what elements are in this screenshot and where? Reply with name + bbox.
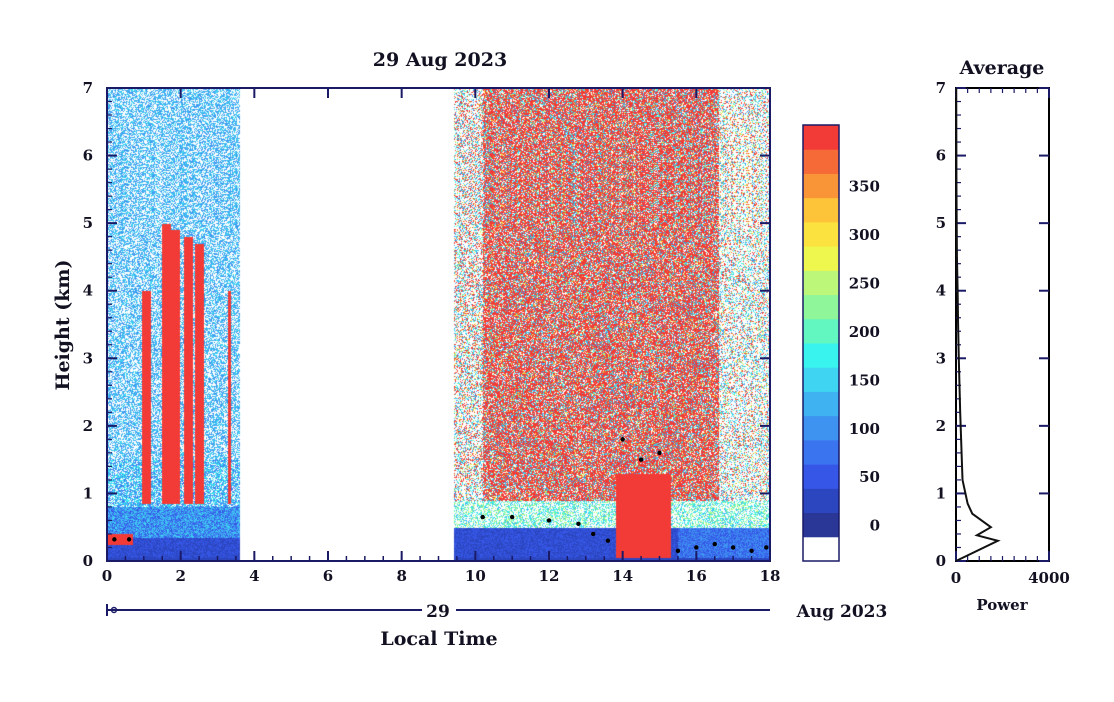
- boundary-marker: [605, 538, 611, 543]
- colorbar-tick-label: 300: [849, 226, 880, 244]
- colorbar: 0 50 100 150 200 250 300 350: [802, 124, 880, 562]
- profile-y-tick-label: 5: [936, 214, 946, 232]
- y-tick-label: 5: [83, 214, 93, 232]
- profile-y-tick-label: 2: [936, 417, 946, 435]
- boundary-marker: [749, 548, 754, 554]
- colorbar-segment: [803, 318, 839, 344]
- profile-y-tick-label: 7: [936, 79, 946, 97]
- colorbar-segment: [803, 125, 839, 150]
- x-tick-label: 2: [175, 567, 185, 585]
- x-tick-label: 10: [465, 567, 486, 585]
- colorbar-segment: [803, 367, 839, 392]
- colorbar-segment: [803, 464, 839, 489]
- colorbar-tick-label: 150: [849, 371, 880, 389]
- boundary-marker: [591, 531, 596, 537]
- colorbar-segment: [803, 197, 839, 223]
- y-tick-label: 6: [83, 147, 93, 165]
- y-tick-label: 7: [83, 79, 93, 97]
- profile-frame: [955, 87, 1050, 562]
- heatmap-image: [107, 88, 770, 561]
- y-tick-label: 3: [83, 349, 93, 367]
- x-axis-label: Local Time: [380, 628, 497, 650]
- colorbar-segment: [803, 439, 839, 465]
- profile-y-tick-label: 4: [936, 282, 946, 300]
- profile-y-tick-label: 0: [936, 552, 946, 570]
- x-tick-label: 8: [396, 567, 406, 585]
- colorbar-segment: [803, 270, 839, 296]
- colorbar-tick-label: 100: [849, 420, 880, 438]
- colorbar-segment: [803, 173, 839, 199]
- profile-y-tick-label: 1: [936, 484, 946, 502]
- x-tick-label: 4: [249, 567, 259, 585]
- y-tick-label: 1: [83, 484, 93, 502]
- boundary-marker: [694, 545, 699, 550]
- average-profile-axes: 0 1 2 3 4 5 6 7 0 4000: [936, 79, 1070, 587]
- heatmap-layer: [107, 88, 770, 561]
- y-axis-label: Height (km): [52, 260, 74, 391]
- boundary-marker: [480, 514, 485, 520]
- profile-x-tick-label: 4000: [1028, 569, 1070, 587]
- boundary-marker: [657, 450, 662, 456]
- colorbar-segment: [803, 149, 839, 174]
- colorbar-tick-label: 350: [849, 178, 880, 196]
- y-tick-label: 0: [83, 552, 93, 570]
- x-tick-label: 16: [686, 567, 707, 585]
- colorbar-segment: [803, 512, 839, 538]
- boundary-marker: [509, 514, 515, 520]
- date-axis-marker: [110, 606, 118, 614]
- x-tick-label: 6: [323, 567, 333, 585]
- colorbar-tick-label: 250: [849, 274, 880, 292]
- boundary-marker: [620, 437, 625, 442]
- boundary-marker: [112, 537, 117, 542]
- boundary-marker: [638, 457, 644, 462]
- boundary-marker: [576, 521, 581, 527]
- boundary-marker: [546, 518, 552, 523]
- colorbar-tick-label: 200: [849, 323, 880, 341]
- colorbar-segment: [803, 415, 839, 441]
- profile-x-label: Power: [976, 596, 1028, 614]
- profile-y-tick-label: 6: [936, 147, 946, 165]
- x-tick-label: 0: [102, 567, 112, 585]
- boundary-marker: [730, 545, 736, 550]
- y-tick-label: 4: [83, 282, 93, 300]
- boundary-marker: [675, 548, 681, 554]
- colorbar-frame: [802, 124, 840, 562]
- colorbar-segment: [803, 221, 839, 247]
- boundary-marker: [126, 537, 132, 542]
- x-tick-label: 12: [539, 567, 560, 585]
- colorbar-segment: [803, 391, 839, 417]
- date-month-label: Aug 2023: [796, 602, 888, 622]
- x-tick-label: 18: [760, 567, 781, 585]
- profile-title: Average: [959, 57, 1045, 79]
- colorbar-segment: [803, 246, 839, 271]
- colorbar-segment: [803, 343, 839, 368]
- average-power-line: [955, 87, 1001, 562]
- colorbar-tick-label: 50: [859, 468, 880, 486]
- colorbar-tick-label: 0: [870, 517, 880, 535]
- colorbar-segment: [803, 536, 839, 562]
- colorbar-segment: [803, 488, 839, 514]
- boundary-marker: [712, 541, 717, 547]
- boundary-marker: [764, 545, 769, 550]
- x-tick-label: 14: [612, 567, 633, 585]
- main-title: 29 Aug 2023: [373, 49, 507, 71]
- y-tick-label: 2: [83, 417, 93, 435]
- date-day-label: 29: [426, 602, 450, 622]
- profile-x-tick-label: 0: [951, 569, 961, 587]
- profile-y-tick-label: 3: [936, 349, 946, 367]
- colorbar-segment: [803, 294, 839, 320]
